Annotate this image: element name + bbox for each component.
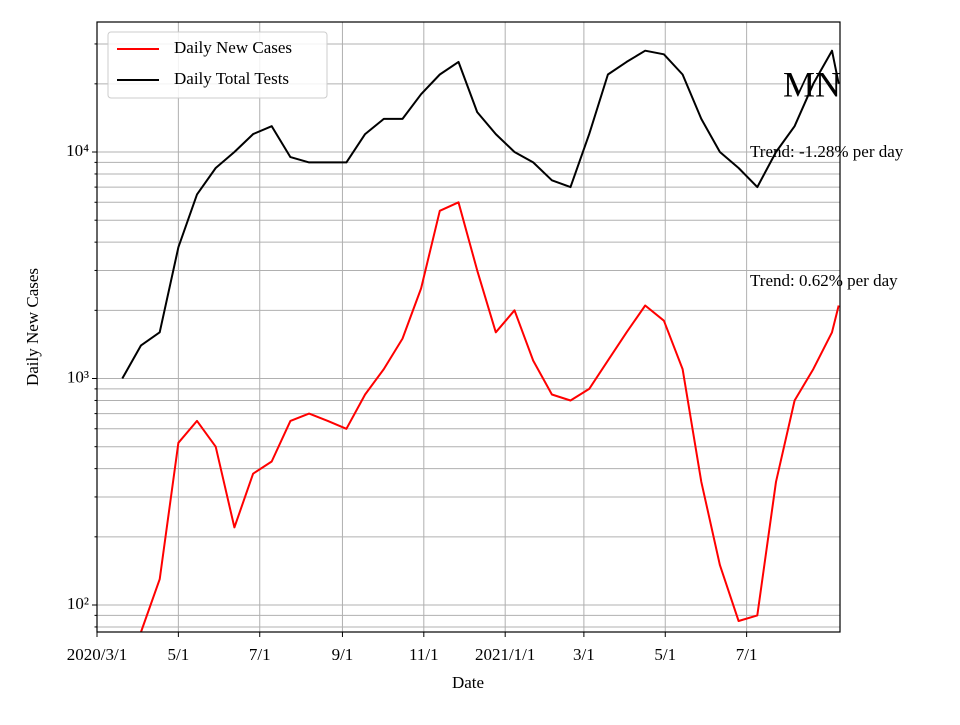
legend-box bbox=[107, 31, 328, 99]
y-tick-label: 10⁴ bbox=[66, 141, 89, 160]
x-tick-label: 3/1 bbox=[573, 645, 595, 664]
x-tick-label: 2021/1/1 bbox=[475, 645, 535, 664]
series-line bbox=[140, 201, 840, 633]
x-tick-label: 5/1 bbox=[654, 645, 676, 664]
y-tick-label: 10² bbox=[67, 594, 89, 613]
plot-frame bbox=[96, 21, 841, 633]
x-axis-label: Date bbox=[452, 673, 484, 692]
y-tick-label: 10³ bbox=[67, 367, 89, 386]
legend: Daily New Cases Daily Total Tests bbox=[107, 31, 328, 99]
legend-label: Daily Total Tests bbox=[174, 69, 289, 88]
x-tick-label: 7/1 bbox=[736, 645, 758, 664]
series-line bbox=[121, 49, 840, 379]
x-tick-label: 11/1 bbox=[409, 645, 439, 664]
annotation: Trend: 0.62% per day bbox=[750, 271, 898, 290]
plot-lines bbox=[121, 49, 840, 633]
x-tick-label: 7/1 bbox=[249, 645, 271, 664]
x-tick-label: 5/1 bbox=[168, 645, 190, 664]
x-tick-label: 2020/3/1 bbox=[67, 645, 127, 664]
y-axis-label: Daily New Cases bbox=[23, 268, 42, 386]
annotation: Trend: -1.28% per day bbox=[750, 142, 904, 161]
legend-label: Daily New Cases bbox=[174, 38, 292, 57]
x-tick-label: 9/1 bbox=[332, 645, 354, 664]
chart-title: MN bbox=[783, 64, 841, 104]
